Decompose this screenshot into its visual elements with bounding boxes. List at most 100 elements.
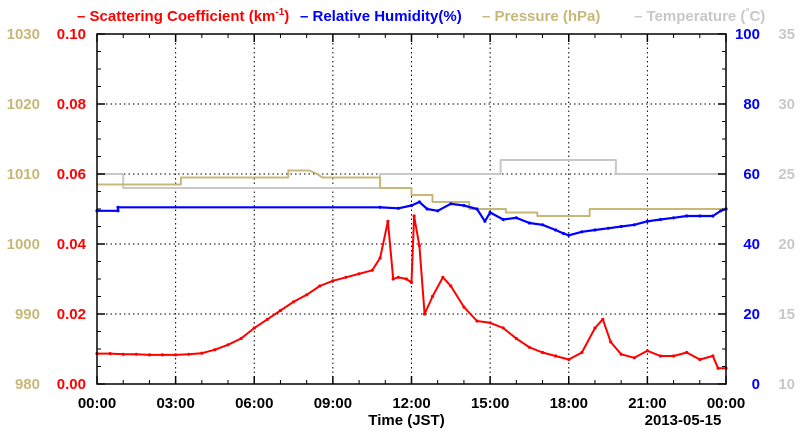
pressure-tick-label: 1000 <box>7 236 40 253</box>
pressure-tick-label: 1010 <box>7 166 40 183</box>
scattering-point <box>134 352 138 356</box>
humidity-point <box>436 209 440 213</box>
humidity-point <box>116 209 120 213</box>
pressure-tick-label: 1020 <box>7 96 40 113</box>
humidity-point <box>567 233 571 237</box>
scattering-tick-label: 0.02 <box>57 306 86 323</box>
humidity-point <box>554 228 558 232</box>
humidity-point <box>488 210 492 215</box>
humidity-point <box>514 216 518 220</box>
scattering-point <box>174 353 178 357</box>
scattering-point <box>423 312 427 316</box>
scattering-point <box>501 326 505 330</box>
humidity-point <box>632 223 636 227</box>
scattering-tick-label: 0.04 <box>57 236 87 253</box>
scattering-point <box>632 356 636 360</box>
legend-item: – Pressure (hPa) <box>482 8 600 25</box>
x-tick-label: 21:00 <box>628 395 666 412</box>
scattering-point <box>462 305 466 309</box>
x-tick-label: 15:00 <box>471 395 509 412</box>
scattering-tick-label: 0.00 <box>57 376 86 393</box>
scattering-point <box>540 350 545 355</box>
pressure-series <box>97 169 726 217</box>
legend-item: – Relative Humidity(%) <box>300 8 462 25</box>
humidity-point <box>645 219 650 223</box>
scattering-point <box>278 308 283 313</box>
scattering-point <box>514 336 518 341</box>
scattering-point <box>527 345 532 349</box>
humidity-point <box>711 214 715 218</box>
humidity-point <box>378 205 382 209</box>
temperature-tick-label: 20 <box>778 236 795 253</box>
scattering-point <box>357 272 361 276</box>
scattering-point <box>331 279 335 283</box>
humidity-point <box>658 217 663 222</box>
humidity-point <box>462 203 466 208</box>
temperature-axis: 10 15 20 25 30 35 <box>778 26 795 393</box>
humidity-series <box>95 200 728 237</box>
scattering-point <box>370 268 374 272</box>
scattering-series <box>95 214 728 370</box>
scattering-point <box>685 350 689 355</box>
scattering-point <box>200 351 204 355</box>
humidity-point <box>698 214 702 218</box>
temperature-tick-label: 25 <box>778 166 795 183</box>
humidity-tick-label: 0 <box>752 376 760 393</box>
scattering-point <box>417 244 421 248</box>
humidity-tick-label: 60 <box>743 166 760 183</box>
temperature-tick-label: 15 <box>778 306 795 323</box>
scattering-point <box>716 366 720 370</box>
grid <box>97 34 726 384</box>
scattering-axis: 0.00 0.02 0.04 0.06 0.08 0.10 <box>57 26 726 393</box>
humidity-point <box>501 217 505 222</box>
scattering-point <box>430 294 435 299</box>
x-tick-label: 12:00 <box>392 395 430 412</box>
scattering-point <box>601 317 605 321</box>
date-label: 2013-05-15 <box>645 412 722 429</box>
pressure-axis: 980 990 1000 1010 1020 1030 <box>7 26 40 393</box>
scattering-point <box>160 353 165 357</box>
pressure-line <box>97 169 726 217</box>
scattering-point <box>619 352 623 356</box>
x-tick-label: 00:00 <box>707 395 745 412</box>
humidity-tick-label: 80 <box>743 96 760 113</box>
scattering-point <box>672 354 676 358</box>
humidity-point <box>540 223 545 227</box>
humidity-axis: 0 20 40 60 80 100 <box>735 26 760 393</box>
humidity-point <box>619 224 623 229</box>
scattering-point <box>386 219 390 223</box>
x-axis-label: Time (JST) <box>368 412 444 429</box>
scattering-point <box>658 354 663 358</box>
humidity-point <box>606 226 610 230</box>
scattering-point <box>305 293 309 297</box>
pressure-tick-label: 1030 <box>7 26 40 43</box>
pressure-tick-label: 980 <box>15 376 40 393</box>
scattering-point <box>488 321 492 325</box>
humidity-tick-label: 40 <box>743 236 760 253</box>
scattering-point <box>593 326 597 330</box>
scattering-point <box>698 357 702 362</box>
humidity-point <box>483 219 487 223</box>
temperature-line <box>97 159 726 189</box>
temperature-tick-label: 35 <box>778 26 795 43</box>
scattering-tick-label: 0.08 <box>57 96 86 113</box>
scattering-point <box>121 352 125 356</box>
scattering-point <box>567 357 571 362</box>
scattering-point <box>449 284 453 288</box>
temperature-series <box>97 159 726 189</box>
x-tick-label: 09:00 <box>314 395 352 412</box>
humidity-point <box>396 206 400 210</box>
temperature-tick-label: 10 <box>778 376 795 393</box>
time-axis: 00:00 03:00 06:00 09:00 12:00 15:00 18:00 21:00… <box>78 34 745 412</box>
scattering-point <box>318 284 322 288</box>
scattering-point <box>409 280 414 285</box>
humidity-point <box>685 214 689 218</box>
humidity-point <box>116 205 120 209</box>
humidity-point <box>593 228 597 232</box>
humidity-tick-label: 100 <box>735 26 760 43</box>
humidity-point <box>417 200 421 204</box>
scattering-point <box>412 214 416 218</box>
scattering-point <box>645 349 650 353</box>
scattering-point <box>404 277 408 281</box>
